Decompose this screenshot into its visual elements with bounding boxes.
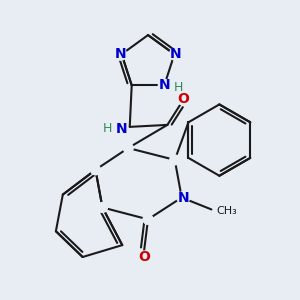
Circle shape bbox=[178, 192, 190, 203]
Circle shape bbox=[98, 202, 107, 212]
Text: N: N bbox=[178, 190, 190, 205]
Circle shape bbox=[169, 48, 181, 60]
Text: H: H bbox=[103, 122, 112, 135]
Circle shape bbox=[138, 251, 150, 263]
Text: O: O bbox=[177, 92, 189, 106]
Text: CH₃: CH₃ bbox=[216, 206, 237, 216]
Circle shape bbox=[170, 155, 180, 165]
Circle shape bbox=[177, 193, 187, 202]
Text: N: N bbox=[116, 122, 128, 136]
Circle shape bbox=[91, 165, 100, 175]
Text: N: N bbox=[158, 78, 170, 92]
Circle shape bbox=[158, 79, 170, 91]
Circle shape bbox=[177, 93, 189, 105]
Text: N: N bbox=[115, 47, 127, 61]
Circle shape bbox=[115, 48, 127, 60]
Circle shape bbox=[143, 214, 153, 224]
Circle shape bbox=[116, 123, 128, 135]
Text: H: H bbox=[173, 81, 183, 94]
Text: N: N bbox=[169, 47, 181, 61]
Text: O: O bbox=[138, 250, 150, 264]
Circle shape bbox=[123, 143, 133, 153]
